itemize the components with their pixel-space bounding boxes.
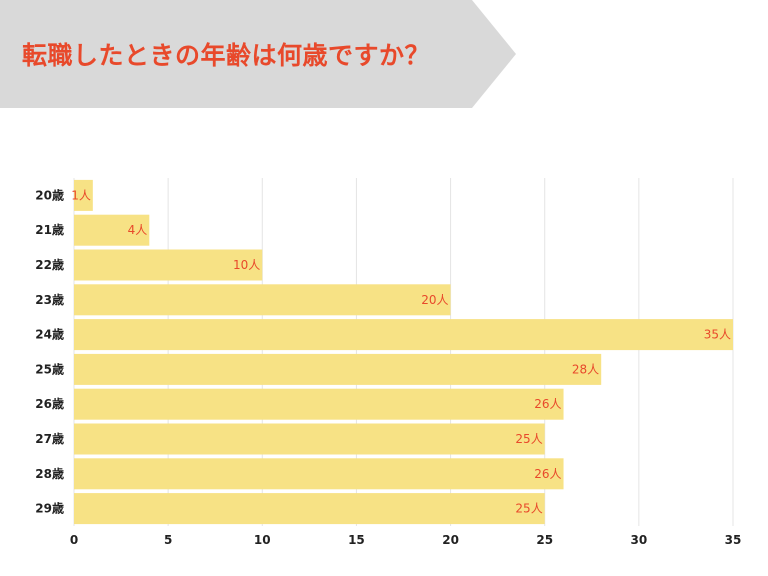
bar bbox=[74, 214, 150, 246]
data-label: 4人 bbox=[128, 223, 148, 237]
bar bbox=[74, 458, 564, 490]
bar bbox=[74, 319, 733, 351]
category-label: 21歳 bbox=[35, 222, 64, 237]
bar bbox=[74, 353, 602, 385]
category-label: 28歳 bbox=[35, 466, 64, 481]
x-tick-label: 0 bbox=[70, 533, 78, 547]
x-tick-label: 25 bbox=[536, 533, 553, 547]
bar bbox=[74, 179, 93, 211]
bar bbox=[74, 284, 451, 316]
data-label: 25人 bbox=[515, 432, 542, 446]
title-banner: 転職したときの年齢は何歳ですか？ bbox=[0, 0, 518, 108]
data-label: 35人 bbox=[704, 328, 731, 342]
data-label: 10人 bbox=[233, 258, 260, 272]
x-tick-label: 35 bbox=[725, 533, 742, 547]
x-tick-label: 5 bbox=[164, 533, 172, 547]
category-label: 26歳 bbox=[35, 396, 64, 411]
data-label: 25人 bbox=[515, 502, 542, 516]
category-label: 24歳 bbox=[35, 327, 64, 342]
x-tick-label: 15 bbox=[348, 533, 365, 547]
chart-title: 転職したときの年齢は何歳ですか？ bbox=[22, 41, 431, 70]
title-banner-shape bbox=[0, 0, 516, 108]
data-label: 20人 bbox=[421, 293, 448, 307]
category-label: 22歳 bbox=[35, 257, 64, 272]
x-tick-label: 10 bbox=[254, 533, 271, 547]
bar bbox=[74, 249, 263, 281]
category-label: 20歳 bbox=[35, 187, 64, 202]
data-label: 26人 bbox=[534, 397, 561, 411]
bar bbox=[74, 493, 545, 525]
category-label: 23歳 bbox=[35, 292, 64, 307]
x-tick-label: 20 bbox=[442, 533, 459, 547]
category-label: 25歳 bbox=[35, 361, 64, 376]
data-label: 28人 bbox=[572, 362, 599, 376]
bar bbox=[74, 423, 545, 455]
category-label: 29歳 bbox=[35, 501, 64, 516]
bar bbox=[74, 388, 564, 420]
data-label: 1人 bbox=[71, 188, 91, 202]
data-label: 26人 bbox=[534, 467, 561, 481]
category-label: 27歳 bbox=[35, 431, 64, 446]
x-tick-label: 30 bbox=[631, 533, 648, 547]
